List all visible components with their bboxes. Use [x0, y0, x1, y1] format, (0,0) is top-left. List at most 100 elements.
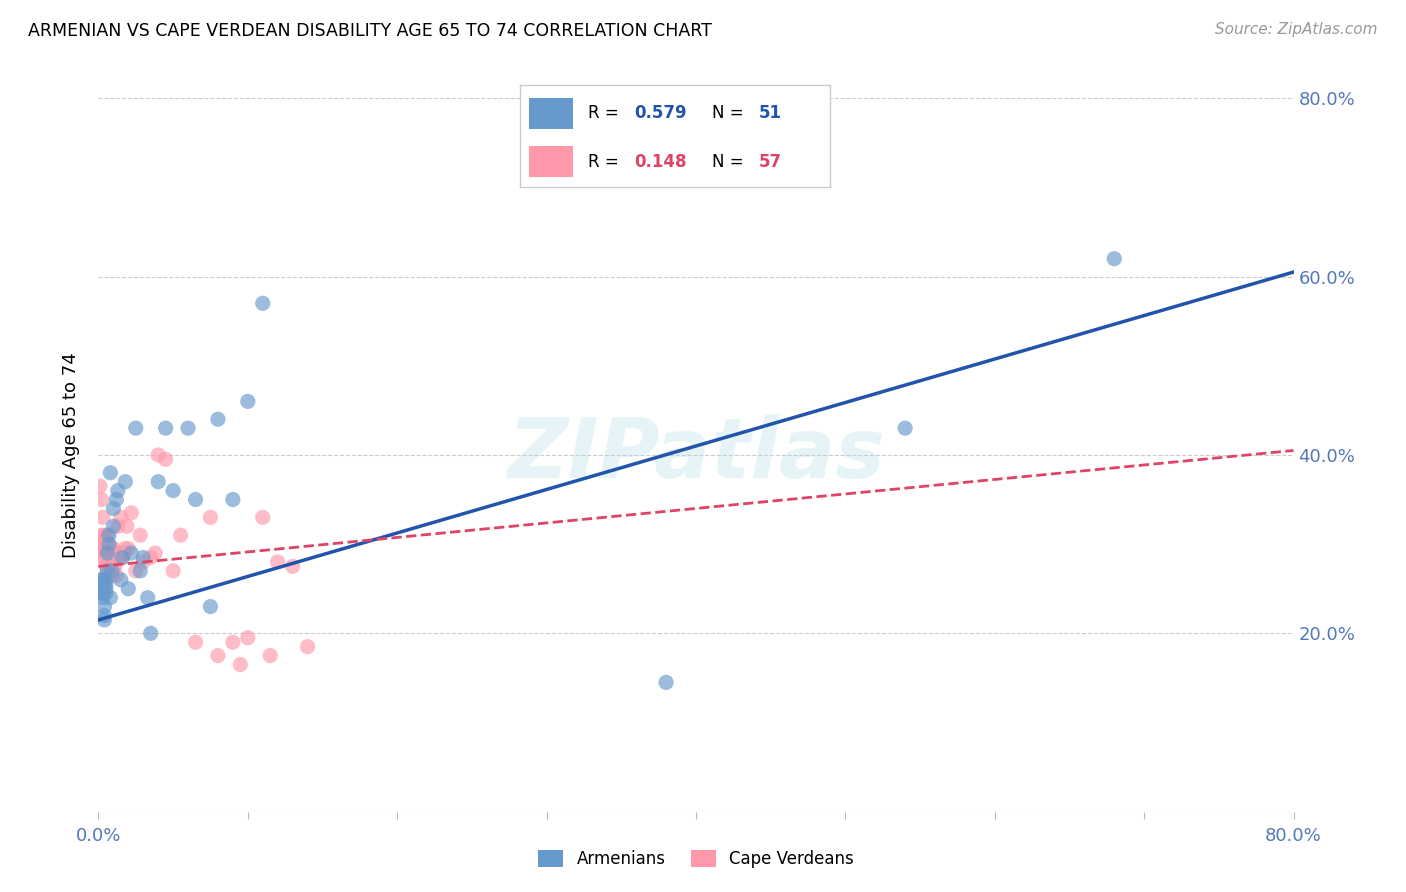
Point	[139, 626, 162, 640]
Point	[90, 586, 112, 600]
Text: N =: N =	[711, 104, 749, 122]
Point	[93, 550, 115, 565]
Point	[101, 568, 124, 582]
Point	[120, 506, 142, 520]
Point	[184, 635, 207, 649]
Point	[93, 541, 115, 556]
Point	[97, 559, 120, 574]
Point	[162, 483, 184, 498]
Point	[94, 586, 117, 600]
Point	[236, 631, 259, 645]
Point	[132, 550, 155, 565]
Point	[94, 582, 117, 596]
Point	[148, 448, 170, 462]
Point	[125, 564, 148, 578]
Point	[222, 492, 245, 507]
Point	[91, 533, 114, 547]
Point	[281, 559, 304, 574]
Point	[100, 555, 122, 569]
Text: 0.148: 0.148	[634, 153, 688, 170]
Point	[97, 537, 120, 551]
Point	[97, 528, 120, 542]
Point	[103, 541, 125, 556]
Point	[94, 577, 117, 591]
Point	[252, 510, 274, 524]
Point	[93, 613, 115, 627]
Point	[94, 573, 117, 587]
Point	[114, 475, 136, 489]
Point	[89, 541, 111, 556]
Point	[93, 608, 115, 623]
Point	[89, 573, 111, 587]
Point	[97, 541, 120, 556]
Point	[89, 582, 111, 596]
Point	[136, 591, 159, 605]
Point	[297, 640, 319, 654]
Point	[117, 541, 139, 556]
Point	[108, 550, 131, 565]
Point	[103, 519, 125, 533]
Point	[96, 528, 118, 542]
Point	[143, 546, 166, 560]
Point	[110, 573, 132, 587]
Point	[90, 550, 112, 565]
FancyBboxPatch shape	[530, 146, 572, 177]
Point	[101, 564, 124, 578]
Point	[100, 541, 122, 556]
Text: R =: R =	[588, 104, 624, 122]
Point	[155, 421, 177, 435]
Point	[117, 582, 139, 596]
Text: 51: 51	[758, 104, 782, 122]
Point	[207, 412, 229, 426]
Point	[110, 510, 132, 524]
FancyBboxPatch shape	[530, 98, 572, 128]
Point	[90, 577, 112, 591]
Point	[120, 546, 142, 560]
Text: Source: ZipAtlas.com: Source: ZipAtlas.com	[1215, 22, 1378, 37]
Point	[236, 394, 259, 409]
Point	[91, 586, 114, 600]
Point	[112, 546, 135, 560]
Point	[111, 550, 134, 565]
Text: 0.579: 0.579	[634, 104, 688, 122]
Point	[105, 568, 128, 582]
Point	[96, 541, 118, 556]
Point	[103, 559, 125, 574]
Point	[90, 528, 112, 542]
Point	[91, 510, 114, 524]
Point	[91, 541, 114, 556]
Point	[107, 519, 129, 533]
Point	[90, 582, 112, 596]
Point	[96, 564, 118, 578]
Point	[129, 564, 152, 578]
Point	[259, 648, 281, 663]
Point	[132, 555, 155, 569]
Point	[177, 421, 200, 435]
Point	[89, 479, 111, 493]
Point	[93, 528, 115, 542]
Point	[101, 541, 124, 556]
Point	[125, 421, 148, 435]
Point	[103, 501, 125, 516]
Point	[1104, 252, 1126, 266]
Point	[169, 528, 191, 542]
Legend: Armenians, Cape Verdeans: Armenians, Cape Verdeans	[531, 843, 860, 875]
Point	[104, 559, 127, 574]
Point	[100, 466, 122, 480]
Point	[229, 657, 252, 672]
Point	[184, 492, 207, 507]
Point	[267, 555, 290, 569]
Point	[94, 559, 117, 574]
Point	[148, 475, 170, 489]
Point	[96, 568, 118, 582]
Point	[107, 483, 129, 498]
Point	[139, 550, 162, 565]
Point	[90, 492, 112, 507]
Point	[91, 582, 114, 596]
Point	[94, 533, 117, 547]
Point	[162, 564, 184, 578]
Text: 57: 57	[758, 153, 782, 170]
Point	[129, 528, 152, 542]
Point	[105, 492, 128, 507]
Point	[94, 541, 117, 556]
